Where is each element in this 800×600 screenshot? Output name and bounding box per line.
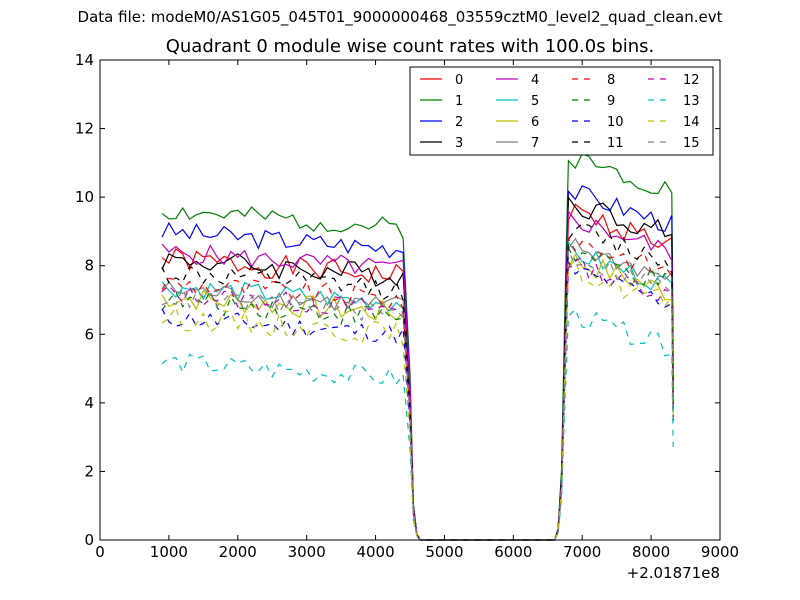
- series-line-8: [161, 235, 674, 541]
- legend-label-11: 11: [607, 136, 624, 151]
- series-line-2: [161, 185, 674, 541]
- x-tick-label: 9000: [701, 543, 739, 561]
- x-tick-label: 4000: [356, 543, 394, 561]
- x-tick-label: 0: [95, 543, 105, 561]
- y-tick-label: 10: [75, 188, 94, 206]
- series-line-14: [161, 258, 674, 541]
- x-tick-label: 3000: [288, 543, 326, 561]
- series-line-10: [161, 259, 674, 541]
- series-line-3: [161, 195, 674, 541]
- series-line-7: [161, 237, 674, 541]
- legend-label-0: 0: [455, 73, 463, 88]
- legend-label-7: 7: [531, 136, 539, 151]
- series-line-13: [161, 308, 674, 541]
- y-tick-label: 0: [84, 531, 94, 549]
- y-tick-label: 8: [84, 257, 94, 275]
- legend-label-10: 10: [607, 115, 624, 130]
- y-tick-label: 14: [75, 51, 94, 69]
- series-line-11: [161, 223, 674, 541]
- x-tick-label: 6000: [494, 543, 532, 561]
- y-tick-label: 4: [84, 394, 94, 412]
- legend-label-1: 1: [455, 94, 463, 109]
- x-tick-label: 7000: [563, 543, 601, 561]
- series-line-12: [161, 256, 674, 541]
- legend-label-14: 14: [683, 115, 700, 130]
- series-line-15: [161, 250, 674, 541]
- legend-label-15: 15: [683, 136, 700, 151]
- series-line-1: [161, 152, 674, 541]
- legend-label-8: 8: [607, 73, 615, 88]
- chart-title: Quadrant 0 module wise count rates with …: [165, 36, 655, 57]
- axes-frame: [99, 59, 721, 541]
- legend-label-3: 3: [455, 136, 463, 151]
- x-tick-label: 5000: [425, 543, 463, 561]
- x-tick-label: 1000: [150, 543, 188, 561]
- y-tick-label: 2: [84, 462, 94, 480]
- data-file-title: Data file: modeM0/AS1G05_045T01_90000004…: [77, 8, 723, 26]
- legend-label-2: 2: [455, 115, 463, 130]
- y-tick-label: 12: [75, 120, 94, 138]
- legend-label-5: 5: [531, 94, 539, 109]
- x-offset-label: +2.01871e8: [627, 564, 720, 582]
- series-lines: [161, 152, 674, 541]
- legend-label-13: 13: [683, 94, 700, 109]
- series-line-9: [161, 245, 674, 541]
- legend-label-12: 12: [683, 73, 700, 88]
- x-tick-label: 8000: [632, 543, 670, 561]
- series-line-4: [161, 209, 674, 541]
- series-line-5: [161, 240, 674, 541]
- legend-box: [409, 66, 714, 156]
- axis-ticks: 0 1000 2000 3000 4000 5000 6000 7000 8000 9000 0 2 4…: [75, 51, 739, 561]
- y-tick-label: 6: [84, 325, 94, 343]
- legend-label-4: 4: [531, 73, 539, 88]
- legend-label-9: 9: [607, 94, 615, 109]
- legend-label-6: 6: [531, 115, 539, 130]
- x-tick-label: 2000: [219, 543, 257, 561]
